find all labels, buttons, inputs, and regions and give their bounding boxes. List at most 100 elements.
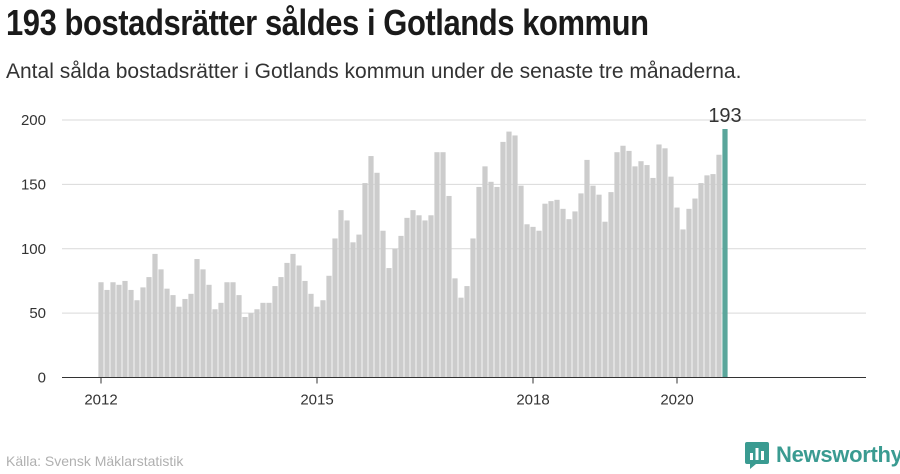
bar bbox=[212, 309, 218, 378]
brand-name: Newsworthy bbox=[776, 442, 900, 467]
bar bbox=[170, 295, 176, 378]
bar bbox=[266, 302, 272, 378]
bar bbox=[374, 172, 380, 378]
y-tick-label: 0 bbox=[38, 370, 46, 387]
bar-highlight bbox=[722, 129, 728, 378]
bar bbox=[278, 277, 284, 378]
y-axis: 0 50 100 150 200 bbox=[21, 112, 46, 387]
bar bbox=[356, 234, 362, 378]
bar bbox=[386, 268, 392, 378]
bar bbox=[656, 144, 662, 378]
x-tick-label: 2020 bbox=[660, 392, 693, 409]
bar bbox=[272, 286, 278, 378]
y-tick-label: 150 bbox=[21, 176, 46, 193]
bar bbox=[602, 221, 608, 378]
bar bbox=[242, 316, 248, 378]
bar bbox=[104, 289, 110, 378]
bar bbox=[590, 185, 596, 378]
y-tick-label: 200 bbox=[21, 112, 46, 129]
bar bbox=[116, 284, 122, 378]
bar bbox=[500, 141, 506, 378]
bar bbox=[230, 282, 236, 378]
bar bbox=[680, 229, 686, 378]
brand-logo: Newsworthy bbox=[744, 440, 900, 470]
bar bbox=[392, 248, 398, 378]
bar bbox=[320, 300, 326, 378]
bar bbox=[608, 192, 614, 378]
bar bbox=[518, 185, 524, 378]
y-tick-label: 50 bbox=[29, 305, 46, 322]
bar bbox=[308, 293, 314, 378]
bar bbox=[506, 131, 512, 378]
x-tick-label: 2015 bbox=[300, 392, 333, 409]
bar bbox=[578, 193, 584, 378]
x-axis: 2012 2015 2018 2020 bbox=[84, 377, 694, 409]
bar bbox=[296, 265, 302, 378]
bar bbox=[254, 309, 260, 378]
bar bbox=[452, 278, 458, 378]
bar bbox=[626, 150, 632, 378]
bar bbox=[716, 154, 722, 378]
bar bbox=[584, 159, 590, 378]
x-tick-label: 2012 bbox=[84, 392, 117, 409]
bar bbox=[650, 177, 656, 378]
bar bbox=[428, 215, 434, 378]
bar bbox=[476, 186, 482, 378]
bar bbox=[194, 259, 200, 378]
bar bbox=[710, 174, 716, 378]
bar bbox=[176, 306, 182, 378]
bar bbox=[674, 207, 680, 378]
bar bbox=[698, 183, 704, 378]
bar bbox=[260, 302, 266, 378]
bar bbox=[560, 208, 566, 378]
bar bbox=[536, 230, 542, 378]
bar bbox=[122, 280, 128, 378]
bar bbox=[146, 277, 152, 378]
bar bbox=[344, 220, 350, 378]
bar bbox=[566, 219, 572, 378]
bar bbox=[128, 289, 134, 378]
bar bbox=[164, 288, 170, 378]
bar bbox=[380, 230, 386, 378]
bar bbox=[404, 217, 410, 378]
x-tick-label: 2018 bbox=[516, 392, 549, 409]
bar bbox=[182, 298, 188, 378]
bar bbox=[200, 269, 206, 378]
bar bbox=[368, 156, 374, 378]
bar bbox=[614, 152, 620, 378]
bar bbox=[350, 242, 356, 378]
bar bbox=[704, 175, 710, 378]
bar bbox=[620, 145, 626, 378]
bar bbox=[98, 282, 104, 378]
bar bbox=[224, 282, 230, 378]
bar bbox=[548, 201, 554, 378]
chart-subtitle: Antal sålda bostadsrätter i Gotlands kom… bbox=[6, 60, 742, 83]
bar bbox=[446, 195, 452, 378]
bar bbox=[110, 282, 116, 378]
bar bbox=[410, 210, 416, 378]
bar bbox=[422, 220, 428, 378]
bar bbox=[440, 152, 446, 378]
bar bbox=[284, 262, 290, 378]
bar bbox=[668, 176, 674, 378]
bar bbox=[218, 302, 224, 378]
bar bbox=[470, 238, 476, 378]
bar bbox=[638, 161, 644, 378]
bar bbox=[152, 253, 158, 378]
bar bbox=[554, 199, 560, 378]
bar bbox=[524, 224, 530, 378]
bar bbox=[338, 210, 344, 378]
gridlines bbox=[62, 119, 866, 314]
bars bbox=[98, 129, 728, 378]
bar bbox=[458, 297, 464, 378]
bar bbox=[158, 269, 164, 378]
bar bbox=[464, 286, 470, 378]
bar bbox=[596, 194, 602, 378]
bar bbox=[290, 253, 296, 378]
source-note: Källa: Svensk Mäklarstatistik bbox=[6, 453, 184, 469]
bar bbox=[314, 306, 320, 378]
bar bbox=[398, 235, 404, 378]
bar bbox=[134, 300, 140, 378]
bar bbox=[248, 313, 254, 378]
bar bbox=[488, 181, 494, 378]
